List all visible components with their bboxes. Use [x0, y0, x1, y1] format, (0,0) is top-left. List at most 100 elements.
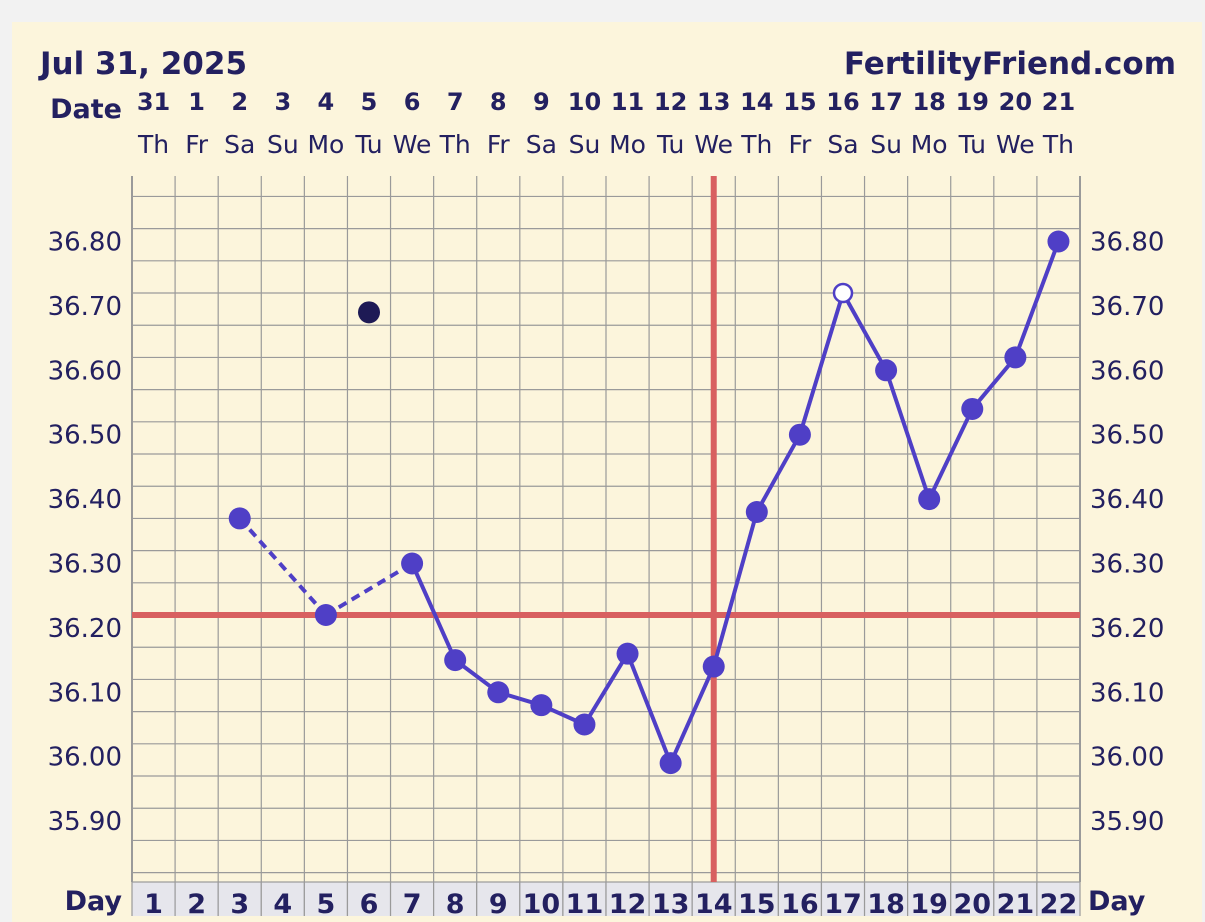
cycle-day-label: 5 [317, 889, 336, 916]
date-label: 10 [568, 88, 601, 116]
temp-point [788, 423, 811, 446]
temp-point [1047, 230, 1070, 253]
cycle-day-label: 17 [824, 889, 862, 916]
day-cell [1036, 881, 1081, 916]
cycle-day-label: 6 [360, 889, 379, 916]
temp-line-segment [711, 511, 759, 668]
cycle-day-label: 13 [652, 889, 690, 916]
date-label: 14 [740, 88, 773, 116]
y-tick-label-left: 36.30 [48, 550, 122, 580]
day-cell [820, 881, 866, 916]
temp-line-segment [884, 369, 932, 500]
date-label: 5 [361, 88, 378, 116]
site-name[interactable]: FertilityFriend.com [843, 46, 1176, 82]
y-tick-label-left: 36.70 [48, 292, 122, 322]
chart-date-title: Jul 31, 2025 [40, 46, 248, 82]
weekday-label: Mo [307, 130, 344, 159]
y-tick-label-right: 35.90 [1090, 807, 1164, 837]
cycle-day-label: 21 [997, 889, 1035, 916]
cycle-day-label: 12 [609, 889, 647, 916]
weekday-label: We [393, 130, 432, 159]
temp-point-open [832, 282, 854, 304]
weekday-label: Tu [354, 130, 382, 159]
y-tick-label-left: 35.90 [48, 807, 122, 837]
cycle-day-label: 9 [489, 889, 508, 916]
temp-point [745, 500, 768, 523]
weekday-label: Su [267, 130, 299, 159]
temp-line-segment [927, 408, 975, 500]
day-cell [174, 881, 219, 916]
temp-point [487, 681, 510, 704]
date-row-label: Date [50, 94, 122, 125]
cycle-day-label: 15 [738, 889, 776, 916]
temp-line-segment [582, 652, 630, 726]
temp-line-segment [410, 562, 458, 661]
cycle-day-label: 18 [867, 889, 905, 916]
y-tick-label-right: 36.40 [1090, 485, 1164, 515]
date-label: 31 [137, 88, 170, 116]
temp-line-segment [970, 356, 1017, 411]
weekday-label: Sa [526, 130, 557, 159]
cycle-day-label: 22 [1040, 889, 1078, 916]
temp-point [1004, 346, 1027, 369]
day-cell [303, 881, 349, 916]
day-cell [476, 881, 521, 916]
weekday-label: Tu [958, 130, 986, 159]
weekday-label: Th [137, 130, 169, 159]
day-cell [734, 881, 779, 916]
weekday-label: Su [569, 130, 601, 159]
temp-point [875, 359, 898, 382]
temp-point [228, 507, 251, 530]
cycle-day-label: 4 [273, 889, 292, 916]
temp-line-segment [755, 433, 802, 513]
temp-line-segment [841, 292, 888, 372]
day-cell [433, 881, 478, 916]
temp-point [918, 488, 941, 511]
cycle-day-label: 11 [566, 889, 604, 916]
cycle-day-label: 10 [523, 889, 561, 916]
weekday-label: Th [439, 130, 471, 159]
day-cell [217, 881, 262, 916]
day-cell [777, 881, 823, 916]
y-tick-label-right: 36.80 [1090, 228, 1164, 258]
day-cell [346, 881, 392, 916]
temp-point [702, 655, 725, 678]
y-tick-label-left: 36.00 [48, 743, 122, 773]
cycle-day-label: 7 [403, 889, 422, 916]
day-cell [519, 881, 564, 916]
cycle-day-label: 3 [230, 889, 249, 916]
temp-line-segment-dashed [238, 517, 328, 617]
date-label: 21 [1042, 88, 1075, 116]
cycle-day-label: 16 [781, 889, 819, 916]
weekday-label: Sa [827, 130, 858, 159]
date-label: 19 [956, 88, 989, 116]
y-tick-label-right: 36.70 [1090, 292, 1164, 322]
date-label: 2 [231, 88, 248, 116]
temp-point [530, 694, 553, 717]
cycle-day-label: 2 [187, 889, 206, 916]
temp-point [573, 713, 596, 736]
date-label: 18 [912, 88, 945, 116]
cycle-day-label: 14 [695, 889, 733, 916]
temp-point [616, 642, 639, 665]
day-row-label-left: Day [65, 886, 123, 916]
date-label: 3 [274, 88, 291, 116]
date-label: 4 [318, 88, 335, 116]
date-label: 16 [826, 88, 859, 116]
day-cell [950, 881, 995, 916]
weekday-label: We [694, 130, 733, 159]
y-tick-label-left: 36.50 [48, 421, 122, 451]
date-label: 1 [188, 88, 205, 116]
day-cell [389, 881, 435, 916]
day-row-label-right: Day [1088, 886, 1146, 916]
temp-point [401, 552, 424, 575]
date-label: 7 [447, 88, 464, 116]
day-cell [131, 881, 176, 916]
y-tick-label-right: 36.00 [1090, 743, 1164, 773]
cycle-day-label: 1 [144, 889, 163, 916]
date-label: 6 [404, 88, 421, 116]
weekday-label: Fr [185, 130, 209, 159]
temp-line-segment [625, 652, 673, 764]
date-label: 15 [783, 88, 816, 116]
